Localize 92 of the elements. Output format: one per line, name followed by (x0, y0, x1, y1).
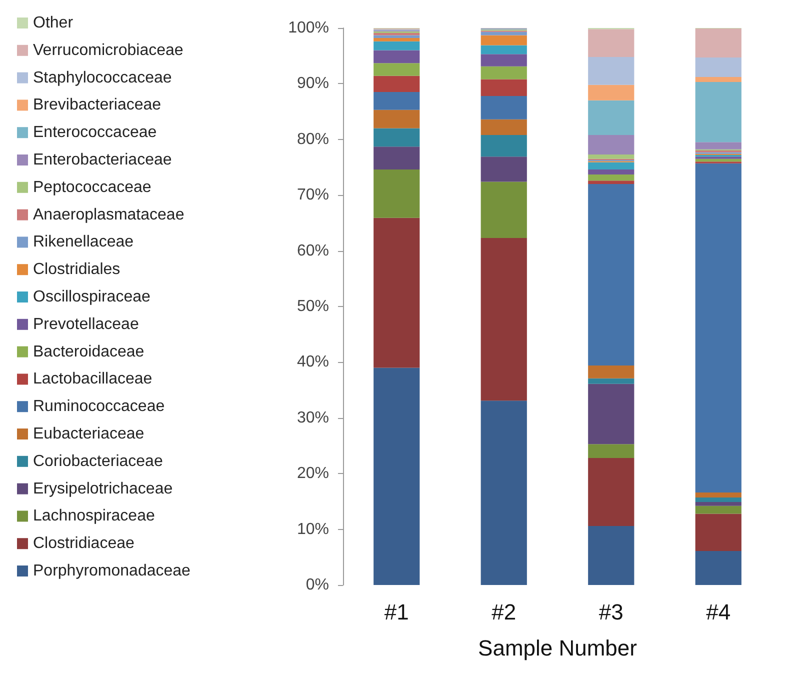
bar (480, 79, 527, 96)
legend-label: Eubacteriaceae (33, 426, 144, 442)
bar (374, 218, 420, 368)
legend-label: Coriobacteriaceae (33, 452, 163, 470)
bar (588, 366, 634, 378)
bar (588, 184, 634, 366)
y-tick-label: 50% (296, 298, 329, 315)
legend-label: Erysipelotrichaceae (33, 480, 173, 498)
bar (480, 134, 527, 157)
bar (480, 45, 527, 54)
bar (374, 50, 420, 64)
bar (695, 82, 742, 142)
legend-label: Oscillospiraceae (33, 288, 150, 306)
bar (374, 110, 420, 128)
bar (588, 174, 634, 181)
legend-label: Peptococcaceae (33, 178, 152, 196)
y-tick-label: 20% (296, 465, 329, 482)
bar (588, 154, 634, 159)
bar (374, 146, 420, 170)
legend-label: Other (33, 14, 74, 32)
legend-label: Brevibacteriaceae (33, 96, 162, 114)
legend-label: Porphyromonadaceae (33, 562, 191, 580)
bar (588, 162, 634, 170)
legend-label: Enterococcaceae (33, 124, 157, 142)
legend-label: Lachnospiraceae (33, 508, 155, 525)
bar (480, 66, 527, 80)
x-axis-title: Sample Number (478, 636, 637, 660)
bar (695, 28, 742, 58)
bar (480, 156, 527, 182)
bar (480, 119, 527, 135)
bar (695, 77, 742, 82)
legend-label: Clostridiaceae (33, 535, 134, 552)
legend-label: Prevotellaceae (33, 316, 139, 333)
bar (588, 56, 634, 85)
bar (480, 400, 527, 585)
bar (695, 498, 742, 502)
bar (695, 514, 742, 552)
bar (374, 63, 420, 76)
bar (480, 35, 527, 46)
y-tick-label: 90% (296, 75, 329, 92)
bar (374, 169, 420, 218)
bar (480, 238, 527, 401)
bar (695, 163, 742, 493)
legend-label: Clostridiales (33, 261, 120, 278)
legend-label: Anaeroplasmataceae (33, 206, 184, 224)
bar (588, 134, 634, 154)
bar (588, 458, 634, 526)
bar (695, 142, 742, 150)
bar (588, 384, 634, 444)
bar (480, 182, 527, 238)
bar (695, 492, 742, 498)
legend-label: Bacteroidaceae (33, 343, 144, 360)
y-tick-label: 100% (288, 20, 329, 36)
bar (374, 41, 420, 50)
bar (695, 502, 742, 506)
y-tick-label: 70% (296, 186, 329, 204)
bar (480, 32, 527, 36)
bar (374, 368, 420, 585)
bar (588, 180, 634, 184)
y-tick-label: 30% (296, 409, 329, 426)
y-tick-label: 80% (296, 130, 329, 148)
x-tick-label: #3 (598, 600, 624, 624)
legend-label: Enterobacteriaceae (33, 152, 172, 168)
bar (480, 54, 527, 66)
bar (374, 76, 420, 92)
bar (695, 58, 742, 78)
bar (588, 29, 634, 57)
y-tick-label: 60% (296, 242, 329, 260)
bar (480, 96, 527, 120)
x-tick-label: #2 (492, 600, 516, 624)
legend-label: Ruminococcaceae (33, 398, 165, 416)
bar (588, 169, 634, 174)
legend-label: Staphylococcaceae (33, 69, 172, 86)
bar (695, 506, 742, 514)
x-tick-label: #4 (706, 600, 731, 624)
bar (374, 128, 420, 147)
bar (695, 551, 742, 585)
legend-label: Lactobacillaceae (33, 370, 152, 388)
y-tick-label: 40% (296, 354, 329, 371)
y-tick-label: 0% (306, 576, 329, 594)
bar (374, 38, 420, 42)
legend-label: Rikenellaceae (33, 234, 134, 251)
bar (374, 92, 420, 110)
bar (588, 526, 634, 585)
bar (588, 84, 634, 100)
legend-label: Verrucomicrobiaceae (33, 42, 184, 59)
y-tick-label: 10% (296, 520, 329, 538)
bar (588, 378, 634, 384)
x-tick-label: #1 (384, 600, 409, 624)
bar (588, 444, 634, 458)
bar (374, 35, 420, 38)
bar (588, 100, 634, 135)
